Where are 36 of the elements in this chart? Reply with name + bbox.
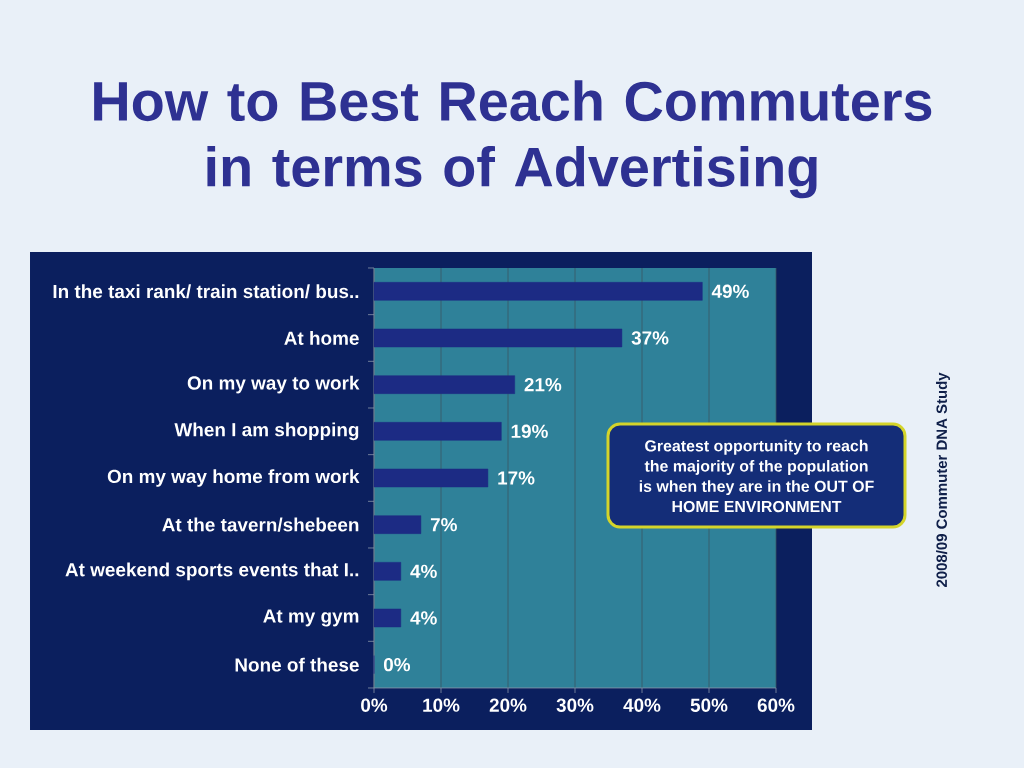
data-label: 7% [430, 517, 457, 532]
annotation: Greatest opportunity to reach the majority of the population is when they are in the OUT OF HOME ENVIRONMENT [639, 439, 874, 513]
x-tick-label: 60% [757, 698, 795, 712]
bar [373, 562, 402, 581]
y-tick-label: When I am shopping [174, 422, 359, 441]
bar [373, 282, 703, 301]
y-tick-label: At the tavern/shebeen [162, 517, 359, 532]
y-tick-label: On my way home from work [107, 469, 360, 487]
y-tick-label: At weekend sports events that I.. [65, 562, 359, 581]
bar [373, 328, 623, 348]
data-label: 4% [410, 564, 437, 578]
y-tick-label: At home [284, 331, 359, 345]
x-tick-label: 50% [690, 698, 728, 712]
text: 2008/09 Commuter DNA Study [936, 372, 950, 588]
y-tick-label: At my gym [263, 609, 359, 627]
data-label: 21% [524, 377, 562, 392]
y-tick-label: On my way to work [187, 375, 360, 394]
x-tick-label: 20% [489, 698, 527, 712]
data-label: 17% [498, 471, 535, 485]
x-tick-label: 0% [361, 698, 388, 712]
bar [373, 608, 402, 628]
bar [373, 515, 422, 534]
data-label: 0% [383, 657, 411, 672]
data-label: 19% [511, 424, 548, 439]
chart-title: How to Best Reach Commuters in terms of Advertising [94, 80, 932, 199]
x-tick-label: 30% [556, 698, 594, 712]
data-label: 49% [711, 284, 749, 299]
x-tick-label: 40% [623, 698, 661, 712]
y-tick-label: In the taxi rank/ train station/ bus.. [53, 284, 359, 299]
data-label: 37% [631, 331, 669, 345]
bar [373, 422, 502, 441]
data-label: 4% [410, 611, 437, 625]
x-tick-label: 10% [423, 698, 460, 712]
bar [373, 468, 489, 488]
y-tick-label: None of these [235, 657, 359, 672]
bar [373, 375, 515, 394]
